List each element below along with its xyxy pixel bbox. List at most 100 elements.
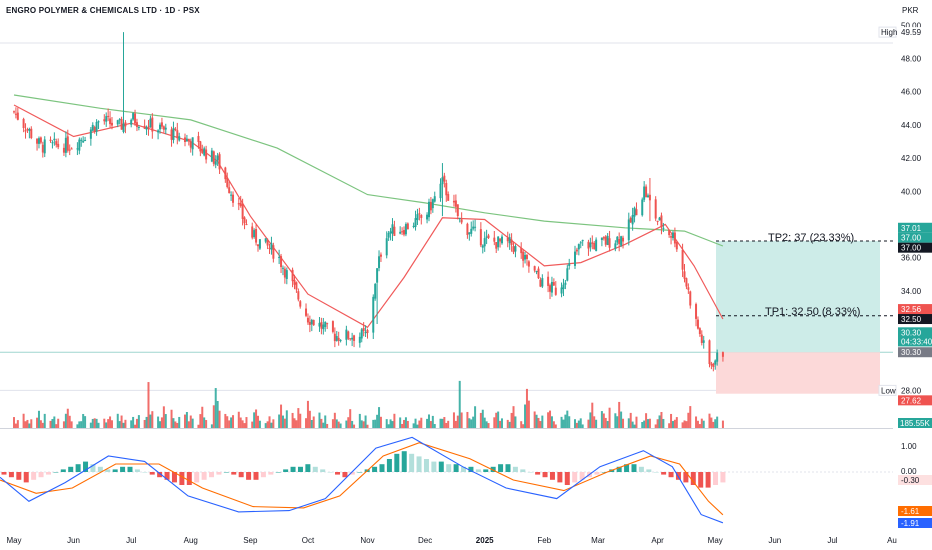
candle-body	[228, 187, 231, 194]
volume-bar	[710, 417, 713, 428]
price-badge-tag-text: Low	[881, 386, 896, 395]
candle-body	[89, 129, 92, 139]
currency-label[interactable]: PKR	[902, 6, 919, 15]
volume-bar	[614, 413, 617, 428]
volume-bar	[593, 416, 596, 428]
volume-bar	[16, 420, 19, 428]
volume-bar	[387, 424, 390, 428]
volume-bar	[214, 388, 217, 428]
candle-body	[214, 161, 217, 165]
candle-body	[499, 238, 502, 242]
macd-histogram-bar	[386, 459, 392, 472]
volume-bar	[550, 416, 553, 428]
volume-bars	[13, 380, 724, 428]
volume-bar	[714, 419, 717, 428]
volume-bar	[441, 418, 444, 428]
candle-body	[339, 340, 342, 342]
volume-bar	[525, 388, 528, 428]
candle-body	[404, 224, 407, 235]
volume-bar	[460, 412, 463, 428]
volume-bar	[353, 424, 356, 428]
candle-body	[645, 186, 648, 198]
candle-body	[618, 239, 621, 245]
volume-bar	[187, 421, 190, 428]
candle-body	[385, 238, 388, 256]
volume-bar	[91, 418, 94, 428]
candle-body	[541, 278, 544, 287]
candle-body	[122, 123, 125, 132]
candle-body	[510, 239, 513, 245]
macd-histogram-bar	[260, 472, 266, 478]
candle-body	[118, 119, 121, 121]
volume-bar	[604, 417, 607, 428]
volume-bar	[253, 412, 256, 428]
volume-bar	[681, 422, 684, 428]
candle-body	[648, 194, 651, 201]
candle-body	[178, 136, 181, 141]
candle-body	[66, 136, 69, 151]
volume-bar	[97, 422, 100, 428]
macd-histogram-bar	[713, 472, 719, 485]
volume-bar	[14, 423, 17, 428]
volume-bar	[322, 422, 325, 428]
candle-body	[256, 244, 259, 247]
candles	[13, 32, 724, 372]
macd-histogram-bar	[83, 461, 89, 472]
candle-body	[335, 336, 338, 341]
volume-bar	[549, 410, 552, 428]
candle-body	[358, 336, 361, 343]
volume-bar	[474, 406, 477, 428]
macd-histogram-bar	[134, 469, 140, 472]
volume-bar	[389, 419, 392, 428]
volume-bar	[374, 419, 377, 428]
volume-bar	[401, 423, 404, 428]
volume-bar	[347, 417, 350, 428]
volume-bar	[135, 418, 138, 428]
volume-bar	[366, 424, 369, 428]
volume-bar	[124, 419, 127, 428]
candle-body	[243, 217, 246, 224]
macd-histogram-bar	[127, 466, 133, 472]
volume-bar	[278, 414, 281, 428]
candle-body	[577, 244, 580, 250]
candle-body	[683, 271, 686, 279]
candle-body	[199, 141, 202, 152]
macd-badge-text: -0.30	[901, 476, 920, 485]
candle-body	[107, 115, 110, 117]
volume-bar	[185, 411, 188, 428]
profit-zone	[716, 241, 880, 353]
volume-bar	[51, 419, 54, 428]
macd-histogram-bar	[45, 472, 51, 475]
volume-bar	[443, 417, 446, 428]
price-axis[interactable]: 50.00 48.00 46.00 44.00 42.00 40.00 36.00 34.00…	[878, 21, 932, 528]
volume-bar	[539, 421, 542, 428]
candle-body	[470, 228, 473, 234]
volume-bar	[391, 421, 394, 428]
volume-bar	[514, 416, 517, 428]
volume-bar	[431, 415, 434, 428]
volume-bar	[627, 418, 630, 428]
candle-body	[696, 319, 699, 329]
volume-bar	[230, 417, 233, 428]
volume-bar	[508, 421, 511, 428]
price-badge	[898, 27, 932, 38]
volume-bar	[57, 418, 60, 428]
candle-body	[445, 182, 448, 196]
time-axis[interactable]: May Jun Jul Aug Sep Oct Nov Dec 2025 Feb Mar Apr May…	[6, 536, 896, 545]
volume-bar	[500, 418, 503, 428]
candle-body	[191, 137, 194, 150]
volume-bar	[89, 422, 92, 428]
macd-histogram-bar	[171, 472, 177, 483]
volume-bar	[37, 410, 40, 428]
volume-bar	[378, 407, 381, 428]
volume-bar	[426, 418, 429, 428]
candle-body	[535, 270, 538, 272]
candle-body	[176, 130, 179, 139]
candle-body	[681, 249, 684, 270]
macd-histogram-bar	[312, 466, 318, 472]
candle-body	[474, 226, 477, 228]
volume-bar	[159, 421, 162, 428]
candle-body	[80, 139, 83, 141]
candle-body	[270, 243, 273, 250]
